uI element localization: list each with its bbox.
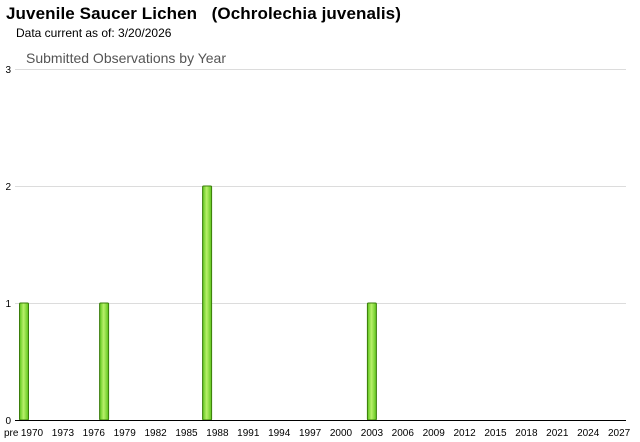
x-tick-label: 2009 bbox=[423, 428, 446, 439]
x-tick-label: 2000 bbox=[330, 428, 353, 439]
y-tick-label: 0 bbox=[5, 416, 11, 427]
y-tick-label: 3 bbox=[5, 65, 11, 76]
x-tick-label: 1976 bbox=[83, 428, 106, 439]
x-tick-label: 1979 bbox=[114, 428, 137, 439]
bar-1977 bbox=[99, 302, 110, 421]
y-tick-label: 2 bbox=[5, 182, 11, 193]
x-tick-label: 2024 bbox=[577, 428, 600, 439]
x-tick-label: 2015 bbox=[484, 428, 507, 439]
x-tick-label: 1985 bbox=[175, 428, 198, 439]
page-title: Juvenile Saucer Lichen (Ochrolechia juve… bbox=[6, 4, 401, 23]
x-axis-ticks: pre 1970 1973 1976 1979 1982 1985 1988 1991 1994 1… bbox=[4, 428, 631, 439]
x-tick-label: 2003 bbox=[361, 428, 384, 439]
x-tick-label: 1970 bbox=[21, 428, 44, 439]
bar-1987 bbox=[202, 185, 213, 421]
x-tick-label: 1991 bbox=[237, 428, 260, 439]
y-tick-label: 1 bbox=[5, 299, 11, 310]
gridlines bbox=[15, 69, 626, 304]
data-current-date: Data current as of: 3/20/2026 bbox=[16, 26, 172, 40]
x-tick-label: 1973 bbox=[52, 428, 75, 439]
bar-2003 bbox=[366, 302, 377, 421]
x-tick-label: 2018 bbox=[515, 428, 538, 439]
x-tick-label: 2012 bbox=[453, 428, 476, 439]
chart-title: Submitted Observations by Year bbox=[26, 50, 226, 66]
x-tick-label: 1997 bbox=[299, 428, 322, 439]
x-tick-label: 1994 bbox=[268, 428, 291, 439]
x-tick-label: pre bbox=[4, 428, 19, 439]
bar-pre-1970 bbox=[19, 302, 29, 421]
bars bbox=[19, 185, 377, 421]
x-tick-label: 1988 bbox=[206, 428, 229, 439]
x-tick-label: 2027 bbox=[608, 428, 631, 439]
x-tick-label: 1982 bbox=[144, 428, 167, 439]
x-tick-label: 2021 bbox=[546, 428, 569, 439]
x-tick-label: 2006 bbox=[392, 428, 415, 439]
y-axis-ticks: 0 1 2 3 bbox=[5, 65, 11, 427]
